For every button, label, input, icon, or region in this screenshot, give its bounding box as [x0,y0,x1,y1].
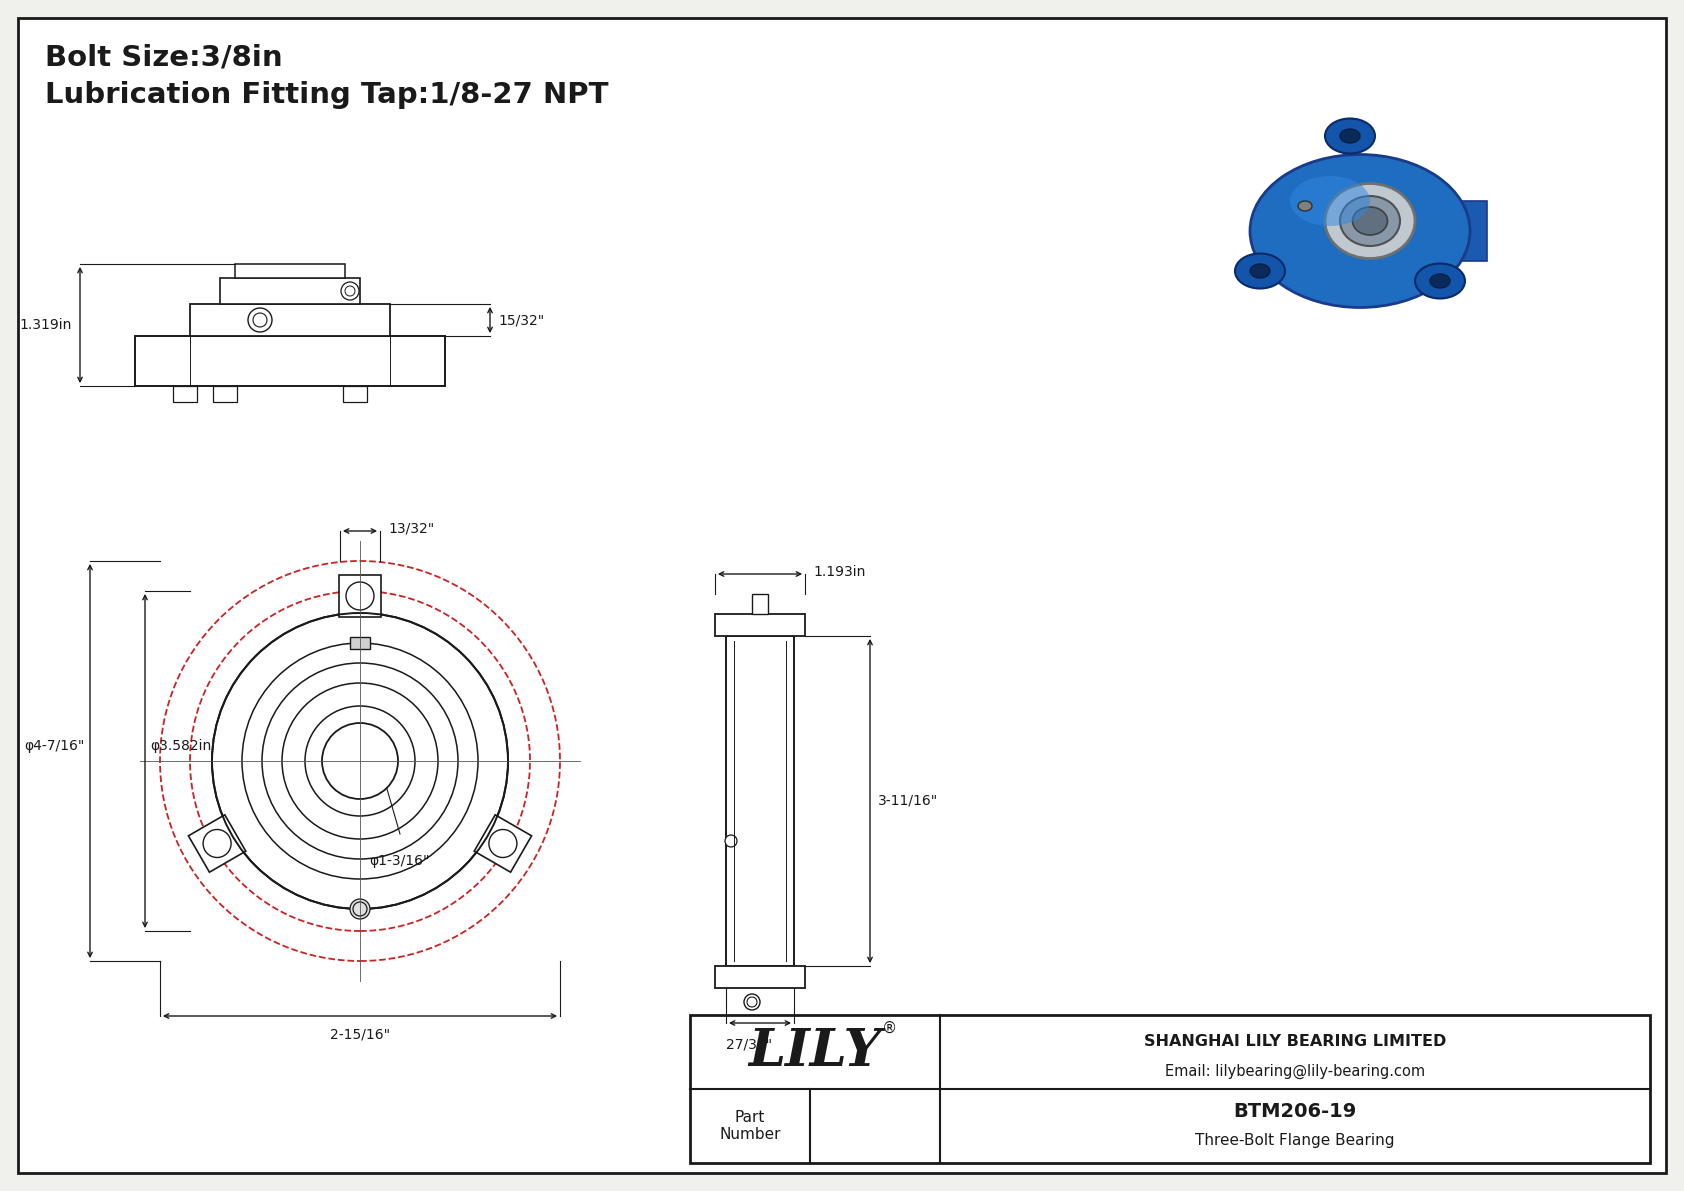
Circle shape [212,613,509,909]
Text: Part
Number: Part Number [719,1110,781,1142]
Bar [173,386,197,403]
Circle shape [726,835,738,847]
Ellipse shape [1430,274,1450,288]
Polygon shape [189,815,246,872]
Bar [190,304,391,336]
Bar [135,336,445,386]
Text: Email: lilybearing@lily-bearing.com: Email: lilybearing@lily-bearing.com [1165,1064,1425,1079]
Text: Lubrication Fitting Tap:1/8-27 NPT: Lubrication Fitting Tap:1/8-27 NPT [45,81,608,110]
Text: Three-Bolt Flange Bearing: Three-Bolt Flange Bearing [1196,1134,1394,1148]
Ellipse shape [1325,183,1415,258]
Polygon shape [338,575,381,617]
Ellipse shape [1340,197,1399,247]
Text: Bolt Size:3/8in: Bolt Size:3/8in [45,43,283,71]
Bar [344,386,367,403]
Text: φ3.582in: φ3.582in [150,738,210,753]
Circle shape [322,723,397,799]
Polygon shape [475,815,532,872]
Ellipse shape [1250,155,1470,307]
Ellipse shape [1340,129,1361,143]
Text: 3-11/16": 3-11/16" [877,794,938,807]
Ellipse shape [1290,176,1371,226]
Ellipse shape [1325,118,1376,154]
Ellipse shape [1234,254,1285,288]
Text: LILY: LILY [748,1027,881,1078]
Ellipse shape [1415,263,1465,299]
Circle shape [248,308,273,332]
Bar [753,594,768,615]
Circle shape [345,582,374,610]
Text: 2-15/16": 2-15/16" [330,1028,391,1042]
Text: 13/32": 13/32" [387,522,434,536]
Bar [716,966,805,989]
Text: BTM206-19: BTM206-19 [1233,1102,1357,1121]
Circle shape [354,902,367,916]
Text: φ4-7/16": φ4-7/16" [25,738,84,753]
Text: 27/32": 27/32" [726,1037,773,1050]
FancyBboxPatch shape [350,637,370,649]
Text: ®: ® [882,1021,898,1035]
Circle shape [744,994,759,1010]
Bar [221,278,360,304]
Text: φ1-3/16": φ1-3/16" [370,854,429,868]
Text: 1.319in: 1.319in [20,318,72,332]
Text: 1.193in: 1.193in [813,565,866,579]
Ellipse shape [1352,207,1388,235]
Circle shape [350,899,370,919]
Ellipse shape [1250,264,1270,278]
Circle shape [340,282,359,300]
Text: SHANGHAI LILY BEARING LIMITED: SHANGHAI LILY BEARING LIMITED [1143,1034,1447,1049]
Bar [716,615,805,636]
Bar [212,386,237,403]
Circle shape [204,829,231,858]
Ellipse shape [1298,201,1312,211]
Text: 15/32": 15/32" [498,313,544,328]
FancyBboxPatch shape [1458,201,1487,261]
Bar [236,264,345,278]
Bar [690,1015,1650,1162]
Circle shape [488,829,517,858]
Bar [726,636,793,966]
